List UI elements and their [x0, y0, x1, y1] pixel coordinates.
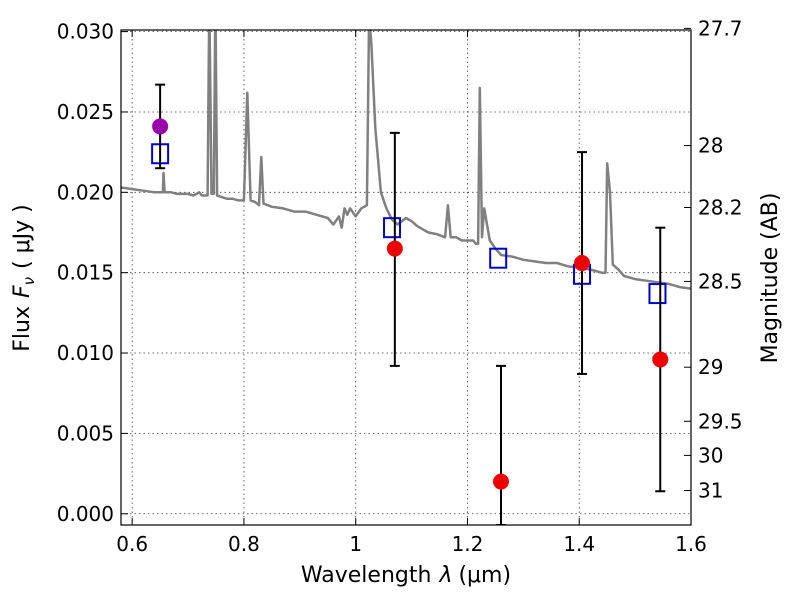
x-tick-labels: 0.6 0.8 1 1.2 1.4 1.6	[116, 532, 707, 556]
plot-frame	[120, 29, 692, 526]
y2-tick-label: 29.5	[698, 409, 743, 433]
y2-tick-label: 28.2	[698, 196, 743, 220]
y2-axis-label: Magnitude (AB)	[758, 193, 783, 364]
axis-ticks	[121, 27, 692, 525]
model-photometry-square	[383, 217, 402, 239]
model-photometry-square	[489, 247, 508, 269]
y-axis-label-symbol: F	[10, 285, 35, 298]
y-axis-label-unit: ( μJy )	[10, 204, 35, 269]
x-tick-label: 0.8	[228, 532, 260, 556]
x-tick-label: 1.6	[675, 532, 707, 556]
x-tick-label: 1	[349, 532, 362, 556]
x-axis-label-symbol: λ	[438, 563, 452, 588]
y-tick-label: 0.010	[57, 341, 114, 365]
y2-tick-label: 27.7	[698, 16, 743, 40]
y-axis-label-text: Flux	[10, 306, 35, 352]
y-tick-label: 0.020	[57, 180, 114, 204]
y-tick-label: 0.030	[57, 20, 114, 44]
y2-tick-label: 29	[698, 355, 723, 379]
x-tick-label: 1.4	[563, 532, 595, 556]
observed-points	[152, 118, 669, 490]
x-axis-label-unit: (μm)	[458, 563, 511, 588]
observed-point	[493, 473, 509, 490]
observed-point	[386, 240, 403, 257]
observed-point	[652, 351, 669, 368]
y-axis-label: Flux Fν ( μJy )	[10, 204, 38, 351]
grid	[121, 30, 692, 525]
x-axis-label-text: Wavelength	[301, 563, 432, 588]
y2-tick-labels: 27.7 28 28.2 28.5 29 29.5 30 31	[698, 16, 743, 502]
x-tick-label: 1.2	[452, 532, 484, 556]
y-tick-labels: 0.000 0.005 0.010 0.015 0.020 0.025 0.030	[57, 20, 114, 526]
y-tick-label: 0.025	[57, 100, 114, 124]
y2-tick-label: 28	[698, 134, 723, 158]
y-tick-label: 0.005	[57, 421, 114, 445]
observed-point	[574, 255, 591, 272]
x-axis-label: Wavelength λ (μm)	[301, 563, 511, 588]
y-tick-label: 0.015	[57, 261, 114, 285]
model-spectrum-line	[121, 30, 691, 290]
y2-tick-label: 28.5	[698, 269, 743, 293]
y2-tick-label: 31	[698, 479, 723, 503]
y-axis-label-subscript: ν	[20, 277, 38, 285]
y-tick-label: 0.000	[57, 502, 114, 526]
observed-point	[152, 118, 169, 135]
model-photometry-square	[648, 283, 667, 305]
x-tick-label: 0.6	[116, 532, 148, 556]
y2-tick-label: 30	[698, 443, 723, 467]
